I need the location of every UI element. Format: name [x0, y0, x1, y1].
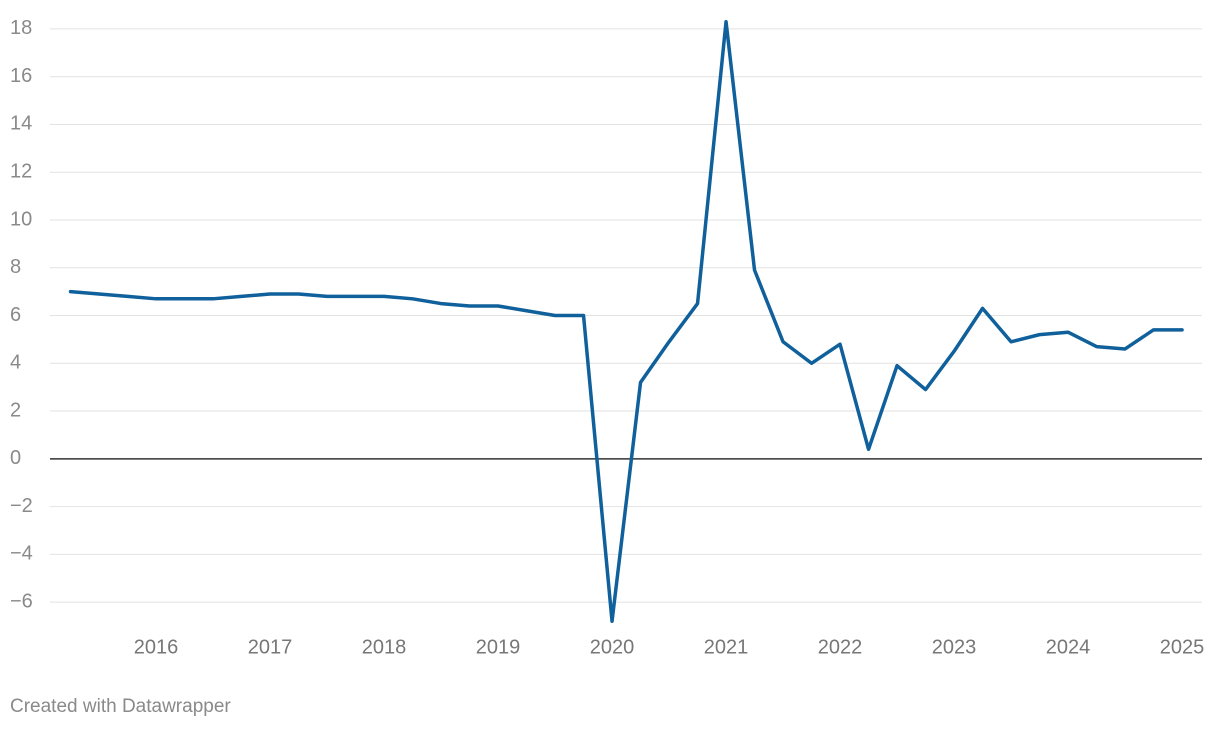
x-tick-label: 2020: [590, 636, 635, 658]
y-tick-label: 2: [10, 399, 21, 421]
x-tick-label: 2023: [932, 636, 977, 658]
x-tick-label: 2021: [704, 636, 749, 658]
x-tick-label: 2017: [248, 636, 293, 658]
x-tick-label: 2016: [134, 636, 179, 658]
x-tick-label: 2022: [818, 636, 863, 658]
y-tick-label: 12: [10, 161, 32, 183]
y-tick-label: 14: [10, 113, 32, 135]
line: [68, 20, 1184, 623]
y-tick-label: 18: [10, 17, 32, 39]
x-tick-label: 2019: [476, 636, 521, 658]
y-tick-label: −2: [10, 495, 33, 517]
credit: Created with Datawrapper: [10, 696, 231, 717]
y-tick-label: 4: [10, 352, 21, 374]
x-tick-label: 2024: [1046, 636, 1091, 658]
y-tick-label: 0: [10, 447, 21, 469]
y-tick-label: −6: [10, 590, 33, 612]
x-tick-label: 2018: [362, 636, 407, 658]
y-tick-label: 6: [10, 304, 21, 326]
y-tick-label: 16: [10, 65, 32, 87]
y-tick-label: −4: [10, 543, 33, 565]
y-tick-label: 8: [10, 256, 21, 278]
x-tick-label: 2025: [1160, 636, 1205, 658]
y-tick-label: 10: [10, 208, 32, 230]
